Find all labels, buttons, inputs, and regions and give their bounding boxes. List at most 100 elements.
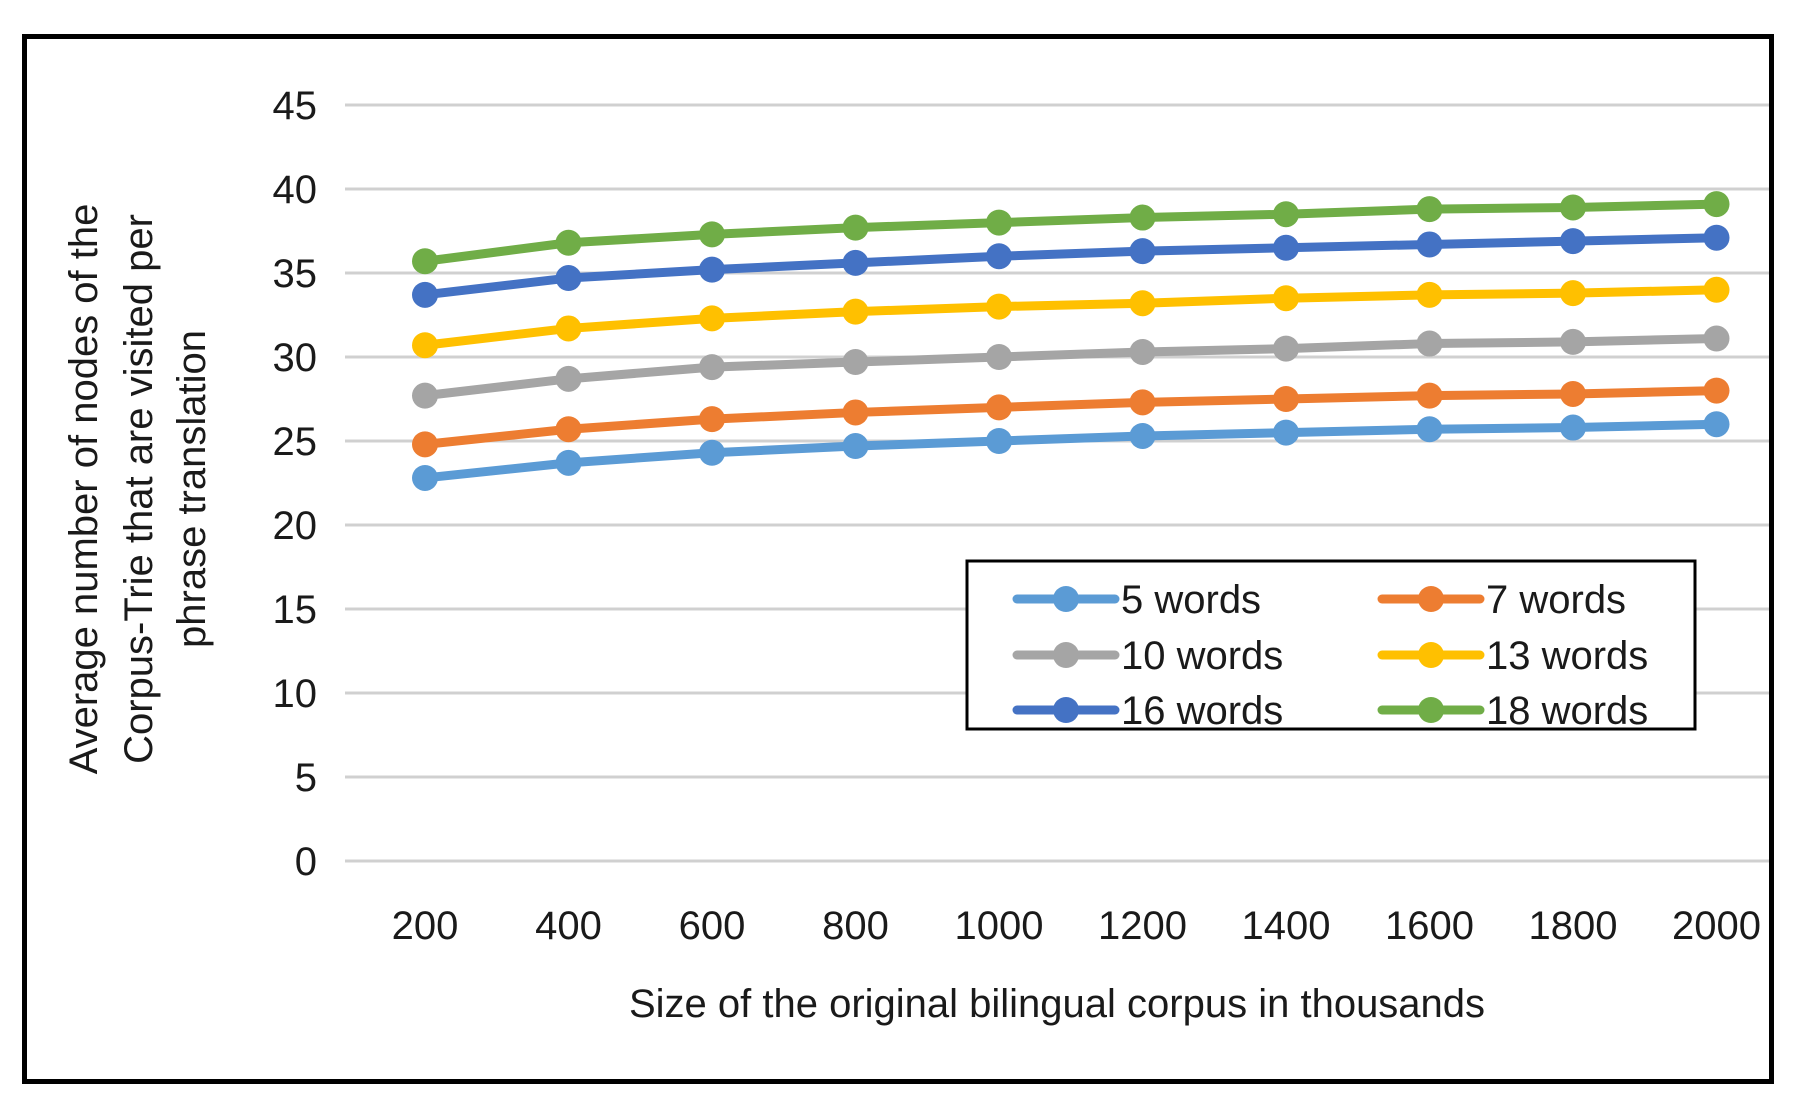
x-tick-label: 1200 [1098, 904, 1187, 948]
legend-label: 10 words [1121, 634, 1283, 678]
data-point [699, 256, 725, 283]
x-tick-label: 1800 [1529, 904, 1618, 948]
data-point [1416, 330, 1443, 357]
data-point [1560, 328, 1586, 355]
data-point [412, 281, 438, 308]
data-point [699, 305, 725, 332]
data-point [842, 298, 869, 325]
data-point [1416, 281, 1443, 308]
data-point [986, 394, 1012, 421]
data-point [699, 354, 725, 381]
data-point [1129, 204, 1156, 231]
data-point [1129, 338, 1156, 365]
data-point [555, 315, 582, 342]
series-line [420, 334, 1721, 401]
data-point [1273, 386, 1299, 412]
y-tick-label: 15 [273, 588, 318, 632]
data-point [1129, 422, 1156, 449]
data-point [1273, 419, 1299, 446]
data-point [1129, 389, 1156, 416]
data-point [699, 406, 725, 433]
line-chart: 0 5 10 15 20 25 30 35 40 45 200 400 600 800 1000 1200 1… [62, 84, 1769, 1026]
data-point [412, 431, 438, 458]
x-axis-title: Size of the original bilingual corpus in… [629, 982, 1485, 1026]
legend-item: 10 words [1012, 634, 1283, 678]
data-point [1703, 276, 1730, 303]
y-tick-label: 5 [295, 756, 317, 800]
series-13-words [412, 276, 1730, 359]
y-axis-title-line: Average number of nodes of the [62, 204, 106, 775]
data-point [1703, 411, 1730, 438]
legend-item: 13 words [1377, 634, 1648, 678]
chart-frame: 0 5 10 15 20 25 30 35 40 45 200 400 600 800 1000 1200 1… [22, 34, 1774, 1084]
legend-swatch-marker [1053, 586, 1079, 612]
series-16-words [412, 224, 1730, 308]
data-point [842, 433, 869, 460]
legend-item: 7 words [1377, 578, 1626, 622]
data-point [1560, 228, 1586, 255]
data-point [842, 349, 869, 376]
x-tick-label: 1000 [955, 904, 1044, 948]
legend-item: 18 words [1377, 689, 1648, 733]
x-tick-label: 800 [822, 904, 889, 948]
data-point [699, 221, 725, 248]
legend-item: 16 words [1012, 689, 1283, 733]
data-point [842, 214, 869, 241]
data-point [1560, 194, 1586, 221]
series-5-words [412, 411, 1730, 491]
data-point [1129, 238, 1156, 265]
x-tick-label: 1400 [1242, 904, 1331, 948]
data-point [1560, 280, 1586, 307]
data-point [986, 344, 1012, 370]
legend-swatch-marker [1418, 586, 1444, 612]
series-line [420, 233, 1721, 300]
data-point [1416, 382, 1443, 409]
data-point [986, 293, 1012, 320]
data-point [555, 229, 582, 256]
legend-swatch-marker [1053, 697, 1079, 723]
data-point [1560, 414, 1586, 441]
series-10-words [412, 325, 1730, 409]
y-tick-labels: 0 5 10 15 20 25 30 35 40 45 [273, 84, 318, 884]
data-point [412, 248, 438, 275]
y-tick-label: 0 [295, 840, 317, 884]
series-line [420, 386, 1721, 449]
data-point [1273, 201, 1299, 228]
data-point [1129, 290, 1156, 317]
data-point [1416, 416, 1443, 443]
y-tick-label: 25 [273, 420, 318, 464]
data-point [1703, 377, 1730, 404]
data-point [986, 428, 1012, 454]
y-axis-title: Average number of nodes of the Corpus-Tri… [62, 204, 214, 775]
data-point [1416, 196, 1443, 223]
data-point [412, 332, 438, 359]
data-point [842, 399, 869, 426]
legend-label: 13 words [1486, 634, 1648, 678]
data-point [1703, 224, 1730, 251]
data-point [699, 439, 725, 466]
x-tick-label: 1600 [1385, 904, 1474, 948]
series-lines [412, 191, 1730, 491]
x-tick-label: 2000 [1672, 904, 1761, 948]
y-tick-label: 20 [273, 504, 318, 548]
data-point [555, 416, 582, 443]
y-axis-title-line: phrase translation [170, 330, 214, 648]
data-point [1273, 234, 1299, 261]
data-point [986, 243, 1012, 270]
legend-label: 16 words [1121, 689, 1283, 733]
series-line [420, 285, 1721, 350]
data-point [1273, 285, 1299, 312]
x-tick-label: 400 [535, 904, 602, 948]
data-point [555, 265, 582, 292]
y-tick-label: 30 [273, 336, 318, 380]
series-7-words [412, 377, 1730, 458]
legend-label: 7 words [1486, 578, 1626, 622]
x-tick-labels: 200 400 600 800 1000 1200 1400 1600 1800 2000 [392, 904, 1761, 948]
y-tick-label: 45 [273, 84, 318, 128]
data-point [986, 209, 1012, 236]
legend-swatch-marker [1418, 642, 1444, 668]
data-point [412, 382, 438, 409]
legend-label: 18 words [1486, 689, 1648, 733]
legend-swatch-marker [1418, 697, 1444, 723]
data-point [1703, 325, 1730, 352]
